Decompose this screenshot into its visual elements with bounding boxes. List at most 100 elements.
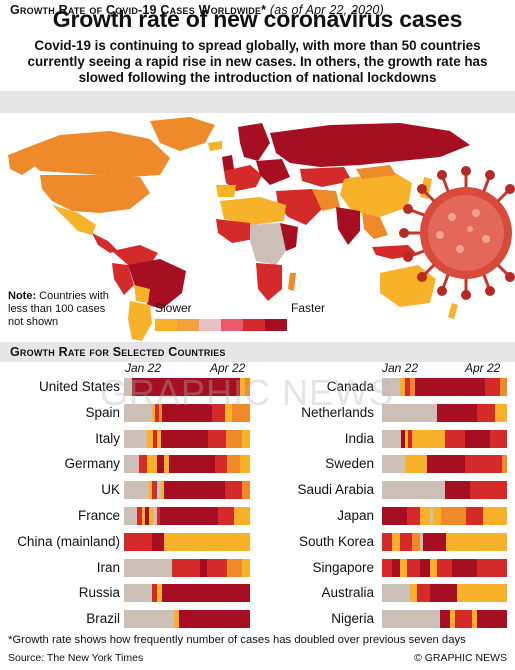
growth-segment — [233, 507, 250, 525]
growth-segment — [124, 481, 150, 500]
growth-segment — [437, 403, 477, 422]
growth-segment — [161, 584, 250, 603]
growth-segment — [124, 532, 152, 551]
publisher-credit: © GRAPHIC NEWS — [414, 652, 507, 664]
growth-segment — [145, 507, 150, 525]
country-growth-bar — [382, 558, 507, 577]
growth-segment — [399, 532, 412, 551]
map-region-greenland — [150, 117, 215, 151]
legend-swatch — [199, 319, 221, 331]
map-region-colombia-venezuela — [112, 245, 158, 265]
growth-segment — [464, 429, 490, 448]
growth-segment — [423, 532, 446, 551]
map-region-iran — [312, 189, 340, 211]
map-note-label: Note: — [8, 290, 37, 302]
growth-segment — [124, 584, 152, 603]
map-region-uk — [222, 155, 234, 171]
growth-segment — [208, 429, 226, 448]
map-region-southern-africa — [256, 263, 282, 301]
growth-segment — [146, 429, 153, 448]
legend-swatch — [221, 319, 243, 331]
growth-segment — [382, 378, 400, 396]
growth-segment — [232, 403, 250, 422]
country-growth-bar — [382, 610, 507, 629]
country-label: Sweden — [325, 456, 374, 472]
growth-segment — [174, 610, 180, 629]
legend-faster-label: Faster — [291, 301, 326, 315]
country-growth-bar — [124, 455, 250, 474]
growth-segment — [382, 403, 437, 422]
growth-segment — [131, 378, 240, 396]
growth-segment — [477, 558, 507, 577]
growth-segment — [489, 429, 507, 448]
growth-segment — [392, 532, 400, 551]
country-label: Saudi Arabia — [297, 482, 374, 498]
growth-segment — [444, 429, 465, 448]
country-growth-bar — [382, 378, 507, 396]
growth-segment — [382, 610, 440, 629]
growth-segment — [226, 429, 243, 448]
growth-segment — [417, 584, 430, 603]
footnote: *Growth rate shows how frequently number… — [8, 634, 466, 646]
map-note: Note: Countries with less than 100 cases… — [8, 290, 118, 329]
growth-segment — [382, 558, 392, 577]
map-region-kazakhstan — [300, 167, 352, 187]
country-label: Singapore — [312, 559, 374, 575]
country-growth-bar — [382, 481, 507, 500]
legend-swatch — [243, 319, 265, 331]
growth-segment — [149, 507, 153, 525]
page-subtitle: Covid-19 is continuing to spread globall… — [27, 38, 488, 85]
map-region-mexico — [52, 205, 96, 235]
legend-swatch — [265, 319, 287, 331]
growth-segment — [161, 403, 213, 422]
country-growth-bar — [382, 455, 507, 474]
watermark: GRAPHIC NEWS — [100, 372, 395, 413]
growth-segment — [382, 455, 405, 474]
growth-segment — [244, 378, 250, 396]
map-header-text: Growth Rate of Covid-19 Cases Worldwide*… — [10, 3, 384, 17]
growth-segment — [242, 481, 250, 500]
country-label: Brazil — [86, 611, 120, 627]
country-label: South Korea — [298, 533, 374, 549]
map-region-bolivia — [134, 285, 150, 303]
legend-swatch — [155, 319, 177, 331]
growth-segment — [155, 403, 160, 422]
country-growth-bar — [124, 429, 250, 448]
growth-segment — [499, 378, 507, 396]
map-region-north-africa — [220, 197, 286, 225]
growth-segment — [149, 481, 152, 500]
map-region-eastern-europe — [256, 159, 290, 185]
country-label: Germany — [64, 456, 120, 472]
growth-segment — [452, 558, 477, 577]
growth-segment — [124, 558, 172, 577]
growth-segment — [214, 455, 228, 474]
growth-segment — [427, 455, 465, 474]
growth-segment — [136, 507, 142, 525]
growth-segment — [227, 558, 243, 577]
country-label: Netherlands — [301, 404, 374, 420]
growth-segment — [171, 558, 200, 577]
growth-segment — [242, 429, 250, 448]
growth-segment — [382, 532, 392, 551]
growth-segment — [152, 507, 157, 525]
country-label: Italy — [95, 430, 120, 446]
growth-segment — [465, 507, 484, 525]
country-label: Canada — [326, 379, 374, 394]
map-header-date: (as of Apr 22, 2020) — [269, 3, 384, 17]
country-growth-bar — [124, 558, 250, 577]
growth-segment — [151, 584, 157, 603]
growth-segment — [152, 429, 157, 448]
country-label: India — [344, 430, 374, 446]
growth-segment — [139, 455, 147, 474]
growth-segment — [124, 429, 147, 448]
country-label: Japan — [337, 508, 374, 523]
growth-segment — [156, 429, 161, 448]
map-region-central-america — [92, 233, 118, 253]
country-growth-bar — [124, 610, 250, 629]
country-growth-bar — [382, 403, 507, 422]
growth-segment — [407, 507, 420, 525]
growth-segment — [124, 378, 132, 396]
map-region-middle-east — [276, 189, 322, 225]
legend-color-scale — [155, 319, 287, 331]
country-growth-bar — [382, 429, 507, 448]
